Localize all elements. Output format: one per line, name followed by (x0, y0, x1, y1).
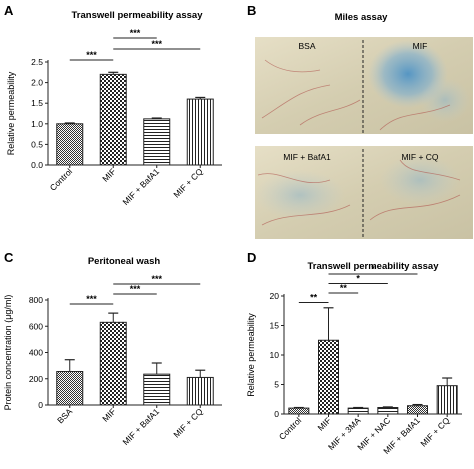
bar (99, 321, 127, 406)
panel-c-letter: C (4, 250, 14, 265)
y-tick-label: 0 (38, 400, 43, 410)
blood-vessels (261, 59, 451, 131)
miles-photo-top: BSA MIF (255, 37, 473, 134)
panel-b-title: Miles assay (335, 12, 389, 23)
photo-label-mif-bafa1: MIF + BafA1 (283, 152, 331, 162)
x-tick-label: Control (48, 166, 75, 193)
x-tick-label: MIF + BafA1 (121, 166, 162, 207)
y-tick-label: 0.0 (31, 160, 43, 170)
y-tick-label: 5 (274, 380, 279, 390)
panel-d: D Transwell permeability assay 0 5 10 15 20 R… (246, 250, 462, 456)
y-tick-label: 800 (29, 295, 43, 305)
bar (99, 73, 127, 166)
panel-d-title: Transwell permeability assay (308, 261, 440, 272)
y-tick-label: 600 (29, 321, 43, 331)
significance-label: *** (151, 39, 162, 49)
photo-label-bsa: BSA (298, 41, 315, 51)
y-tick-label: 400 (29, 348, 43, 358)
bar (143, 373, 171, 406)
y-axis-label: Relative permeability (6, 71, 16, 155)
y-tick-label: 2.5 (31, 57, 43, 67)
y-tick-label: 15 (270, 321, 280, 331)
panel-d-letter: D (247, 250, 256, 265)
x-tick-label: MIF + BafA1 (121, 406, 162, 447)
bar (436, 385, 458, 415)
bar (377, 407, 399, 415)
significance-label: ** (340, 283, 348, 293)
significance-label: ** (310, 293, 318, 303)
significance-label: * (356, 274, 360, 284)
panel-c-title: Peritoneal wash (88, 256, 161, 267)
x-tick-label: MIF (315, 415, 332, 432)
panel-b: B Miles assay BSA MIF MIF + BafA1 MIF + … (247, 3, 473, 239)
x-tick-label: MIF (100, 166, 117, 183)
x-tick-label: BSA (55, 406, 74, 425)
panel-d-chart: 0 5 10 15 20 Relative permeability Control MIF M… (246, 264, 462, 456)
significance-label: *** (86, 294, 97, 304)
bar (347, 407, 369, 415)
y-tick-label: 20 (270, 291, 280, 301)
y-axis-label: Relative permeability (246, 313, 256, 397)
y-tick-label: 1.5 (31, 98, 43, 108)
x-tick-label: MIF + CQ (418, 415, 452, 449)
photo-label-mif-cq: MIF + CQ (401, 152, 438, 162)
panel-a-chart: 0.0 0.5 1.0 1.5 2.0 2.5 Relative permeability C… (6, 28, 222, 207)
miles-photo-bottom: MIF + BafA1 MIF + CQ (255, 146, 473, 239)
y-tick-label: 200 (29, 374, 43, 384)
significance-label: *** (86, 50, 97, 60)
bar (143, 118, 171, 166)
significance-label: *** (151, 274, 162, 284)
bar (407, 405, 428, 415)
panel-b-letter: B (247, 3, 256, 18)
x-tick-label: Control (277, 415, 304, 442)
panel-c: C Peritoneal wash 0 200 400 600 800 Protein c… (3, 250, 222, 447)
bar (186, 98, 214, 166)
panel-a-title: Transwell permeability assay (72, 10, 204, 21)
x-tick-label: MIF + CQ (171, 406, 205, 440)
panel-c-chart: 0 200 400 600 800 Protein concentration (μg/m… (3, 274, 222, 447)
bar (56, 371, 84, 406)
bar (56, 123, 84, 166)
bar (186, 376, 214, 406)
bar (318, 339, 339, 415)
panel-a: A Transwell permeability assay 0.0 0.5 1.0… (4, 3, 222, 207)
y-tick-label: 0 (274, 409, 279, 419)
x-tick-label: MIF + CQ (171, 166, 205, 200)
y-tick-label: 10 (270, 350, 280, 360)
significance-label: *** (130, 284, 141, 294)
y-tick-label: 2.0 (31, 78, 43, 88)
y-tick-label: 1.0 (31, 119, 43, 129)
y-axis-label: Protein concentration (μg/ml) (3, 295, 13, 411)
y-tick-label: 0.5 (31, 139, 43, 149)
bar (288, 407, 310, 415)
significance-label: * (371, 264, 375, 274)
photo-label-mif: MIF (413, 41, 428, 51)
x-tick-label: MIF (100, 406, 117, 423)
panel-a-letter: A (4, 3, 14, 18)
significance-label: *** (130, 28, 141, 38)
